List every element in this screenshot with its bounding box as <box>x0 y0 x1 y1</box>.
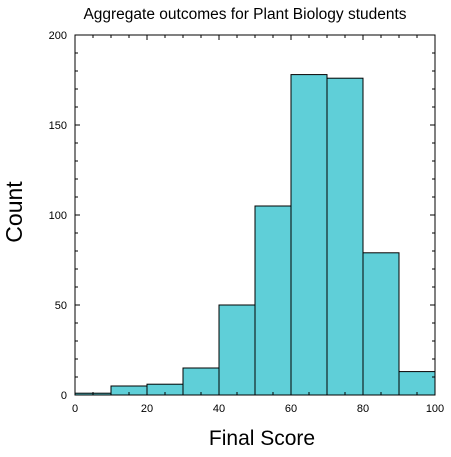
x-axis-label: Final Score <box>209 427 315 450</box>
y-tick-label-100: 100 <box>49 210 67 222</box>
x-tick-label-100: 100 <box>426 403 444 415</box>
x-tick-label-20: 20 <box>141 403 153 415</box>
histogram-bar-30-40 <box>182 367 220 396</box>
histogram-bar-80-90 <box>362 252 400 396</box>
y-tick-label-150: 150 <box>49 120 67 132</box>
x-tick-label-60: 60 <box>285 403 297 415</box>
x-tick-label-0: 0 <box>72 403 78 415</box>
histogram-bar-50-60 <box>254 205 292 396</box>
x-tick-label-80: 80 <box>357 403 369 415</box>
y-tick-label-0: 0 <box>61 390 67 402</box>
bars-group <box>74 74 436 396</box>
histogram-bar-60-70 <box>290 74 328 396</box>
ticks-group: 0 50 100 150 200 0 20 40 60 80 100 <box>49 30 445 415</box>
y-tick-label-50: 50 <box>55 300 67 312</box>
y-tick-label-200: 200 <box>49 30 67 42</box>
histogram-bar-40-50 <box>218 304 256 396</box>
x-tick-label-40: 40 <box>213 403 225 415</box>
histogram-bar-90-100 <box>398 371 436 396</box>
chart-title: Aggregate outcomes for Plant Biology stu… <box>83 6 406 23</box>
histogram-bar-70-80 <box>326 77 364 396</box>
y-axis-label: Count <box>1 181 27 243</box>
